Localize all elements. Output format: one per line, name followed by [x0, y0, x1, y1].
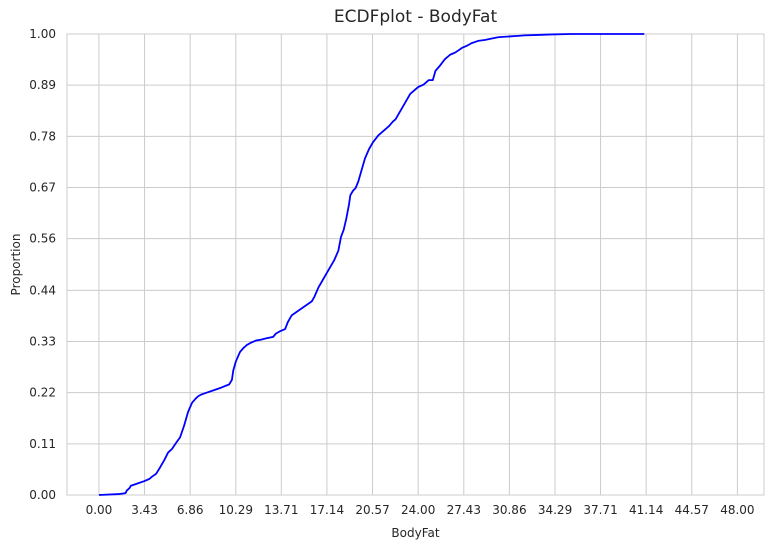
x-tick-label: 48.00	[720, 503, 754, 517]
y-tick-label: 0.44	[29, 283, 56, 297]
y-tick-label: 0.00	[29, 488, 56, 502]
y-tick-label: 0.89	[29, 78, 56, 92]
axes-frame	[66, 33, 765, 496]
x-tick-label: 6.86	[177, 503, 204, 517]
x-axis-label: BodyFat	[391, 526, 439, 540]
y-tick-label: 0.67	[29, 181, 56, 195]
x-tick-label: 30.86	[492, 503, 526, 517]
y-tick-label: 1.00	[29, 27, 56, 41]
series-layer	[98, 33, 645, 496]
ecdf-line	[98, 33, 645, 496]
tick-layer: 0.00 3.43 6.86 10.29 13.71 17.14 20.57 24.00 27.…	[29, 27, 754, 517]
x-tick-label: 20.57	[355, 503, 389, 517]
y-tick-label: 0.78	[29, 129, 56, 143]
x-tick-label: 37.71	[583, 503, 617, 517]
y-tick-label: 0.33	[29, 334, 56, 348]
x-tick-label: 13.71	[264, 503, 298, 517]
y-tick-label: 0.56	[29, 232, 56, 246]
x-tick-label: 27.43	[447, 503, 481, 517]
x-tick-label: 34.29	[538, 503, 572, 517]
y-tick-label: 0.11	[29, 437, 56, 451]
x-tick-label: 24.00	[401, 503, 435, 517]
x-tick-label: 0.00	[86, 503, 113, 517]
y-tick-label: 0.22	[29, 386, 56, 400]
grid-layer	[67, 33, 764, 496]
x-tick-label: 17.14	[310, 503, 344, 517]
chart-title: ECDFplot - BodyFat	[334, 7, 498, 27]
x-tick-label: 44.57	[675, 503, 709, 517]
x-tick-label: 10.29	[219, 503, 253, 517]
x-tick-label: 41.14	[629, 503, 663, 517]
x-tick-label: 3.43	[131, 503, 158, 517]
plot-frame	[66, 33, 765, 496]
y-axis-label: Proportion	[9, 234, 23, 296]
